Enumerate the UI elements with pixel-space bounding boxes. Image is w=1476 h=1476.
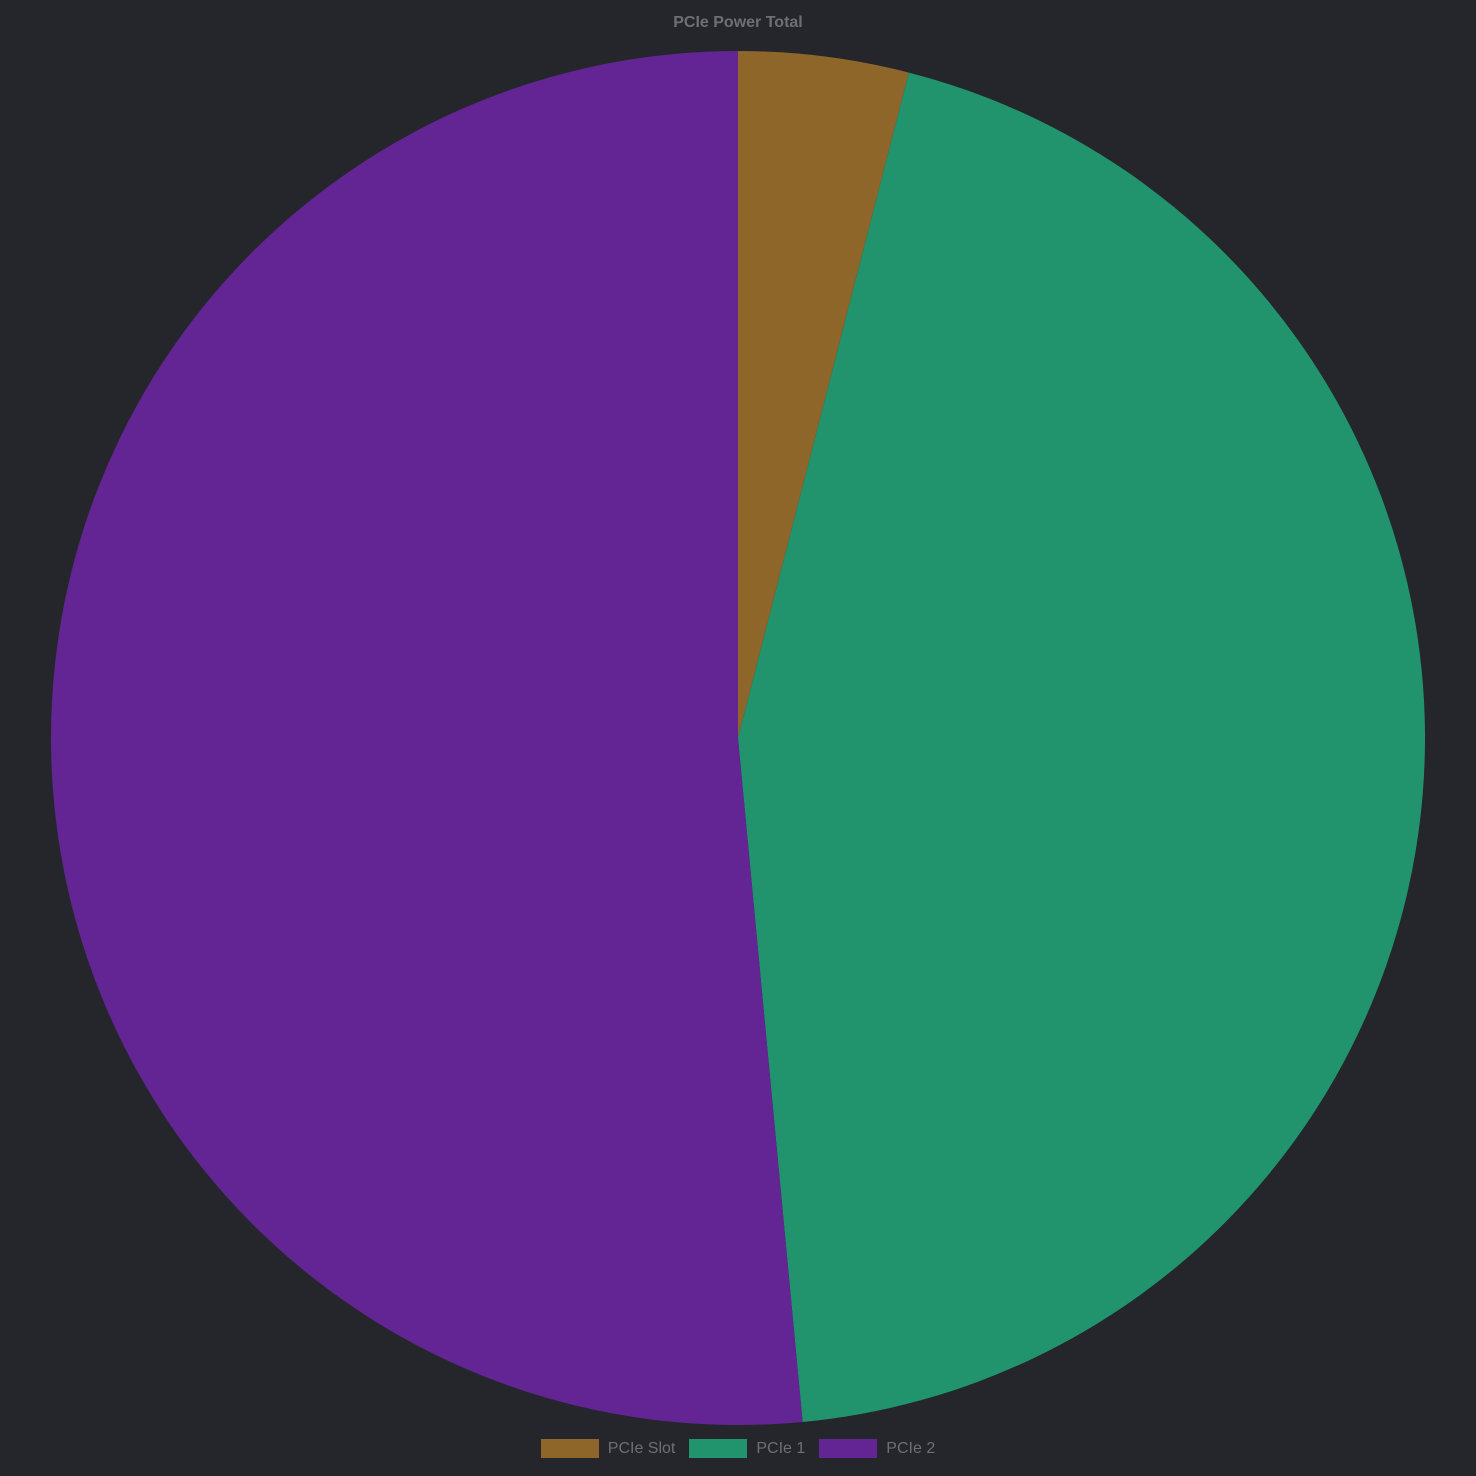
legend-item-pcie-slot[interactable]: PCIe Slot (540, 1439, 676, 1458)
legend-label-pcie-1: PCIe 1 (756, 1439, 806, 1457)
legend-swatch-pcie-slot (540, 1439, 599, 1458)
legend-label-pcie-slot: PCIe Slot (607, 1439, 676, 1457)
legend-swatch-pcie-2 (819, 1439, 878, 1458)
pie-slices (50, 51, 1426, 1425)
chart-title: PCIe Power Total (673, 14, 803, 31)
legend-item-pcie-2[interactable]: PCIe 2 (819, 1439, 935, 1458)
legend-swatch-pcie-1 (689, 1439, 748, 1458)
pie-slice-pcie-slot[interactable] (738, 51, 909, 738)
pie-slice-pcie-1[interactable] (738, 72, 1426, 1422)
legend: PCIe Slot PCIe 1 PCIe 2 (0, 1439, 1476, 1458)
legend-label-pcie-2: PCIe 2 (886, 1439, 936, 1457)
legend-item-pcie-1[interactable]: PCIe 1 (689, 1439, 805, 1458)
pie-slice-pcie-2[interactable] (50, 51, 803, 1425)
